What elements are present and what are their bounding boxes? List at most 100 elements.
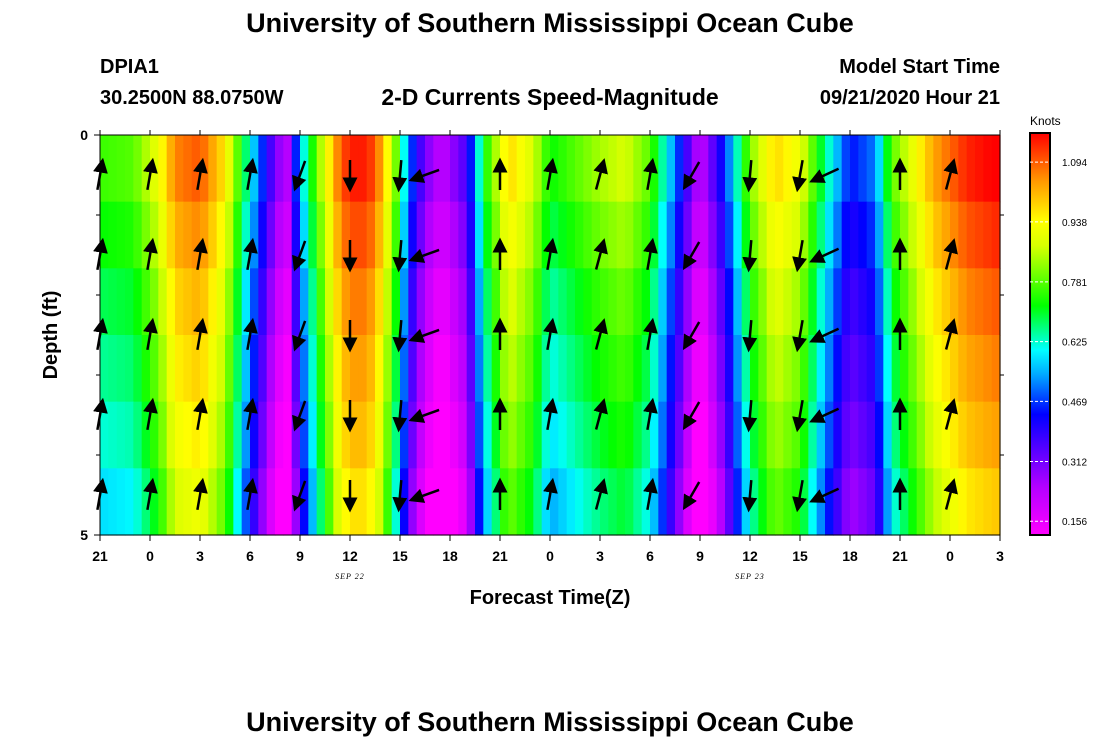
current-vector-arrow: [643, 157, 658, 191]
heatmap-cell: [350, 201, 359, 269]
heatmap-cell: [158, 268, 168, 336]
heatmap-cell: [125, 335, 134, 403]
heatmap-cell: [300, 201, 309, 269]
heatmap-cell: [783, 335, 793, 403]
colorbar-label: Knots: [1030, 114, 1061, 128]
heatmap-cell: [591, 468, 601, 536]
heatmap-cell: [158, 468, 168, 536]
heatmap-cell: [825, 468, 834, 536]
heatmap-cell: [825, 268, 834, 336]
current-vector-arrow: [143, 477, 158, 511]
heatmap-cell: [716, 468, 726, 536]
heatmap-cell: [758, 201, 768, 269]
heatmap-cell: [608, 468, 618, 536]
heatmap-cell: [958, 135, 968, 203]
heatmap-cell: [533, 401, 543, 469]
heatmap-cell: [650, 468, 659, 536]
heatmap-cell: [566, 201, 576, 269]
heatmap-cell: [933, 468, 943, 536]
heatmap-cell: [250, 201, 259, 269]
heatmap-cell: [775, 135, 784, 203]
heatmap-cell: [991, 135, 1001, 203]
heatmap-cell: [225, 268, 234, 336]
heatmap-cell: [466, 268, 476, 336]
heatmap-cell: [950, 201, 959, 269]
heatmap-cell: [808, 201, 818, 269]
current-vector-arrow: [143, 397, 158, 431]
heatmap-cell: [850, 201, 859, 269]
heatmap-cell: [658, 335, 668, 403]
heatmap-cell: [666, 335, 676, 403]
current-vector-arrow: [143, 157, 158, 191]
heatmap-cell: [616, 268, 626, 336]
heatmap-cell: [108, 268, 118, 336]
heatmap-cell: [175, 135, 184, 203]
heatmap-cell: [341, 401, 351, 469]
heatmap-cell: [958, 401, 968, 469]
heatmap-cell: [933, 268, 943, 336]
heatmap-cell: [708, 335, 718, 403]
heatmap-cell: [725, 268, 734, 336]
heatmap-cell: [625, 468, 634, 536]
heatmap-cell: [541, 468, 551, 536]
heatmap-cell: [283, 135, 293, 203]
current-vector-arrow: [792, 479, 807, 513]
heatmap-cell: [691, 268, 701, 336]
heatmap-cell: [625, 401, 634, 469]
heatmap-cell: [525, 468, 534, 536]
heatmap-cell: [541, 135, 551, 203]
heatmap-cell: [833, 468, 843, 536]
heatmap-cell: [491, 201, 501, 269]
heatmap-cell: [791, 135, 801, 203]
heatmap-cell: [408, 201, 418, 269]
heatmap-cell: [408, 401, 418, 469]
heatmap-cell: [583, 335, 593, 403]
heatmap-cell: [525, 335, 534, 403]
heatmap-cell: [850, 401, 859, 469]
heatmap-cell: [450, 135, 459, 203]
heatmap-cell: [916, 335, 926, 403]
heatmap-cell: [366, 135, 376, 203]
heatmap-cell: [700, 201, 709, 269]
heatmap-cell: [875, 335, 884, 403]
heatmap-cell: [458, 135, 468, 203]
current-vector-arrow: [193, 477, 208, 511]
heatmap-cell: [133, 401, 143, 469]
heatmap-cell: [833, 401, 843, 469]
heatmap-cell: [383, 335, 393, 403]
heatmap-cell: [366, 335, 376, 403]
x-tick-label: 12: [742, 548, 758, 564]
heatmap-cell: [658, 268, 668, 336]
heatmap-cell: [258, 201, 268, 269]
heatmap-cell: [816, 268, 826, 336]
heatmap-cell: [366, 268, 376, 336]
heatmap-cell: [216, 135, 226, 203]
heatmap-cell: [666, 268, 676, 336]
heatmap-cell: [183, 468, 193, 536]
heatmap-cell: [300, 468, 309, 536]
heatmap-cell: [125, 401, 134, 469]
current-vector-arrow: [809, 327, 840, 343]
heatmap-cell: [100, 268, 109, 336]
heatmap-cell: [225, 468, 234, 536]
heatmap-cell: [375, 401, 384, 469]
heatmap-cell: [433, 335, 443, 403]
heatmap-cell: [266, 135, 276, 203]
heatmap-cell: [683, 401, 693, 469]
current-vector-arrow: [543, 237, 558, 271]
heatmap-cell: [783, 201, 793, 269]
heatmap-cell: [750, 201, 759, 269]
heatmap-cell: [733, 135, 743, 203]
heatmap-cell: [733, 268, 743, 336]
heatmap-cell: [333, 468, 343, 536]
heatmap-cell: [541, 401, 551, 469]
heatmap-cell: [975, 468, 984, 536]
heatmap-cell: [575, 335, 584, 403]
heatmap-cell: [900, 335, 909, 403]
heatmap-cell: [233, 135, 243, 203]
current-vector-arrow: [943, 398, 958, 430]
heatmap-cell: [583, 468, 593, 536]
current-vector-arrow: [408, 168, 440, 183]
heatmap-cell: [300, 268, 309, 336]
heatmap-cell: [441, 268, 451, 336]
